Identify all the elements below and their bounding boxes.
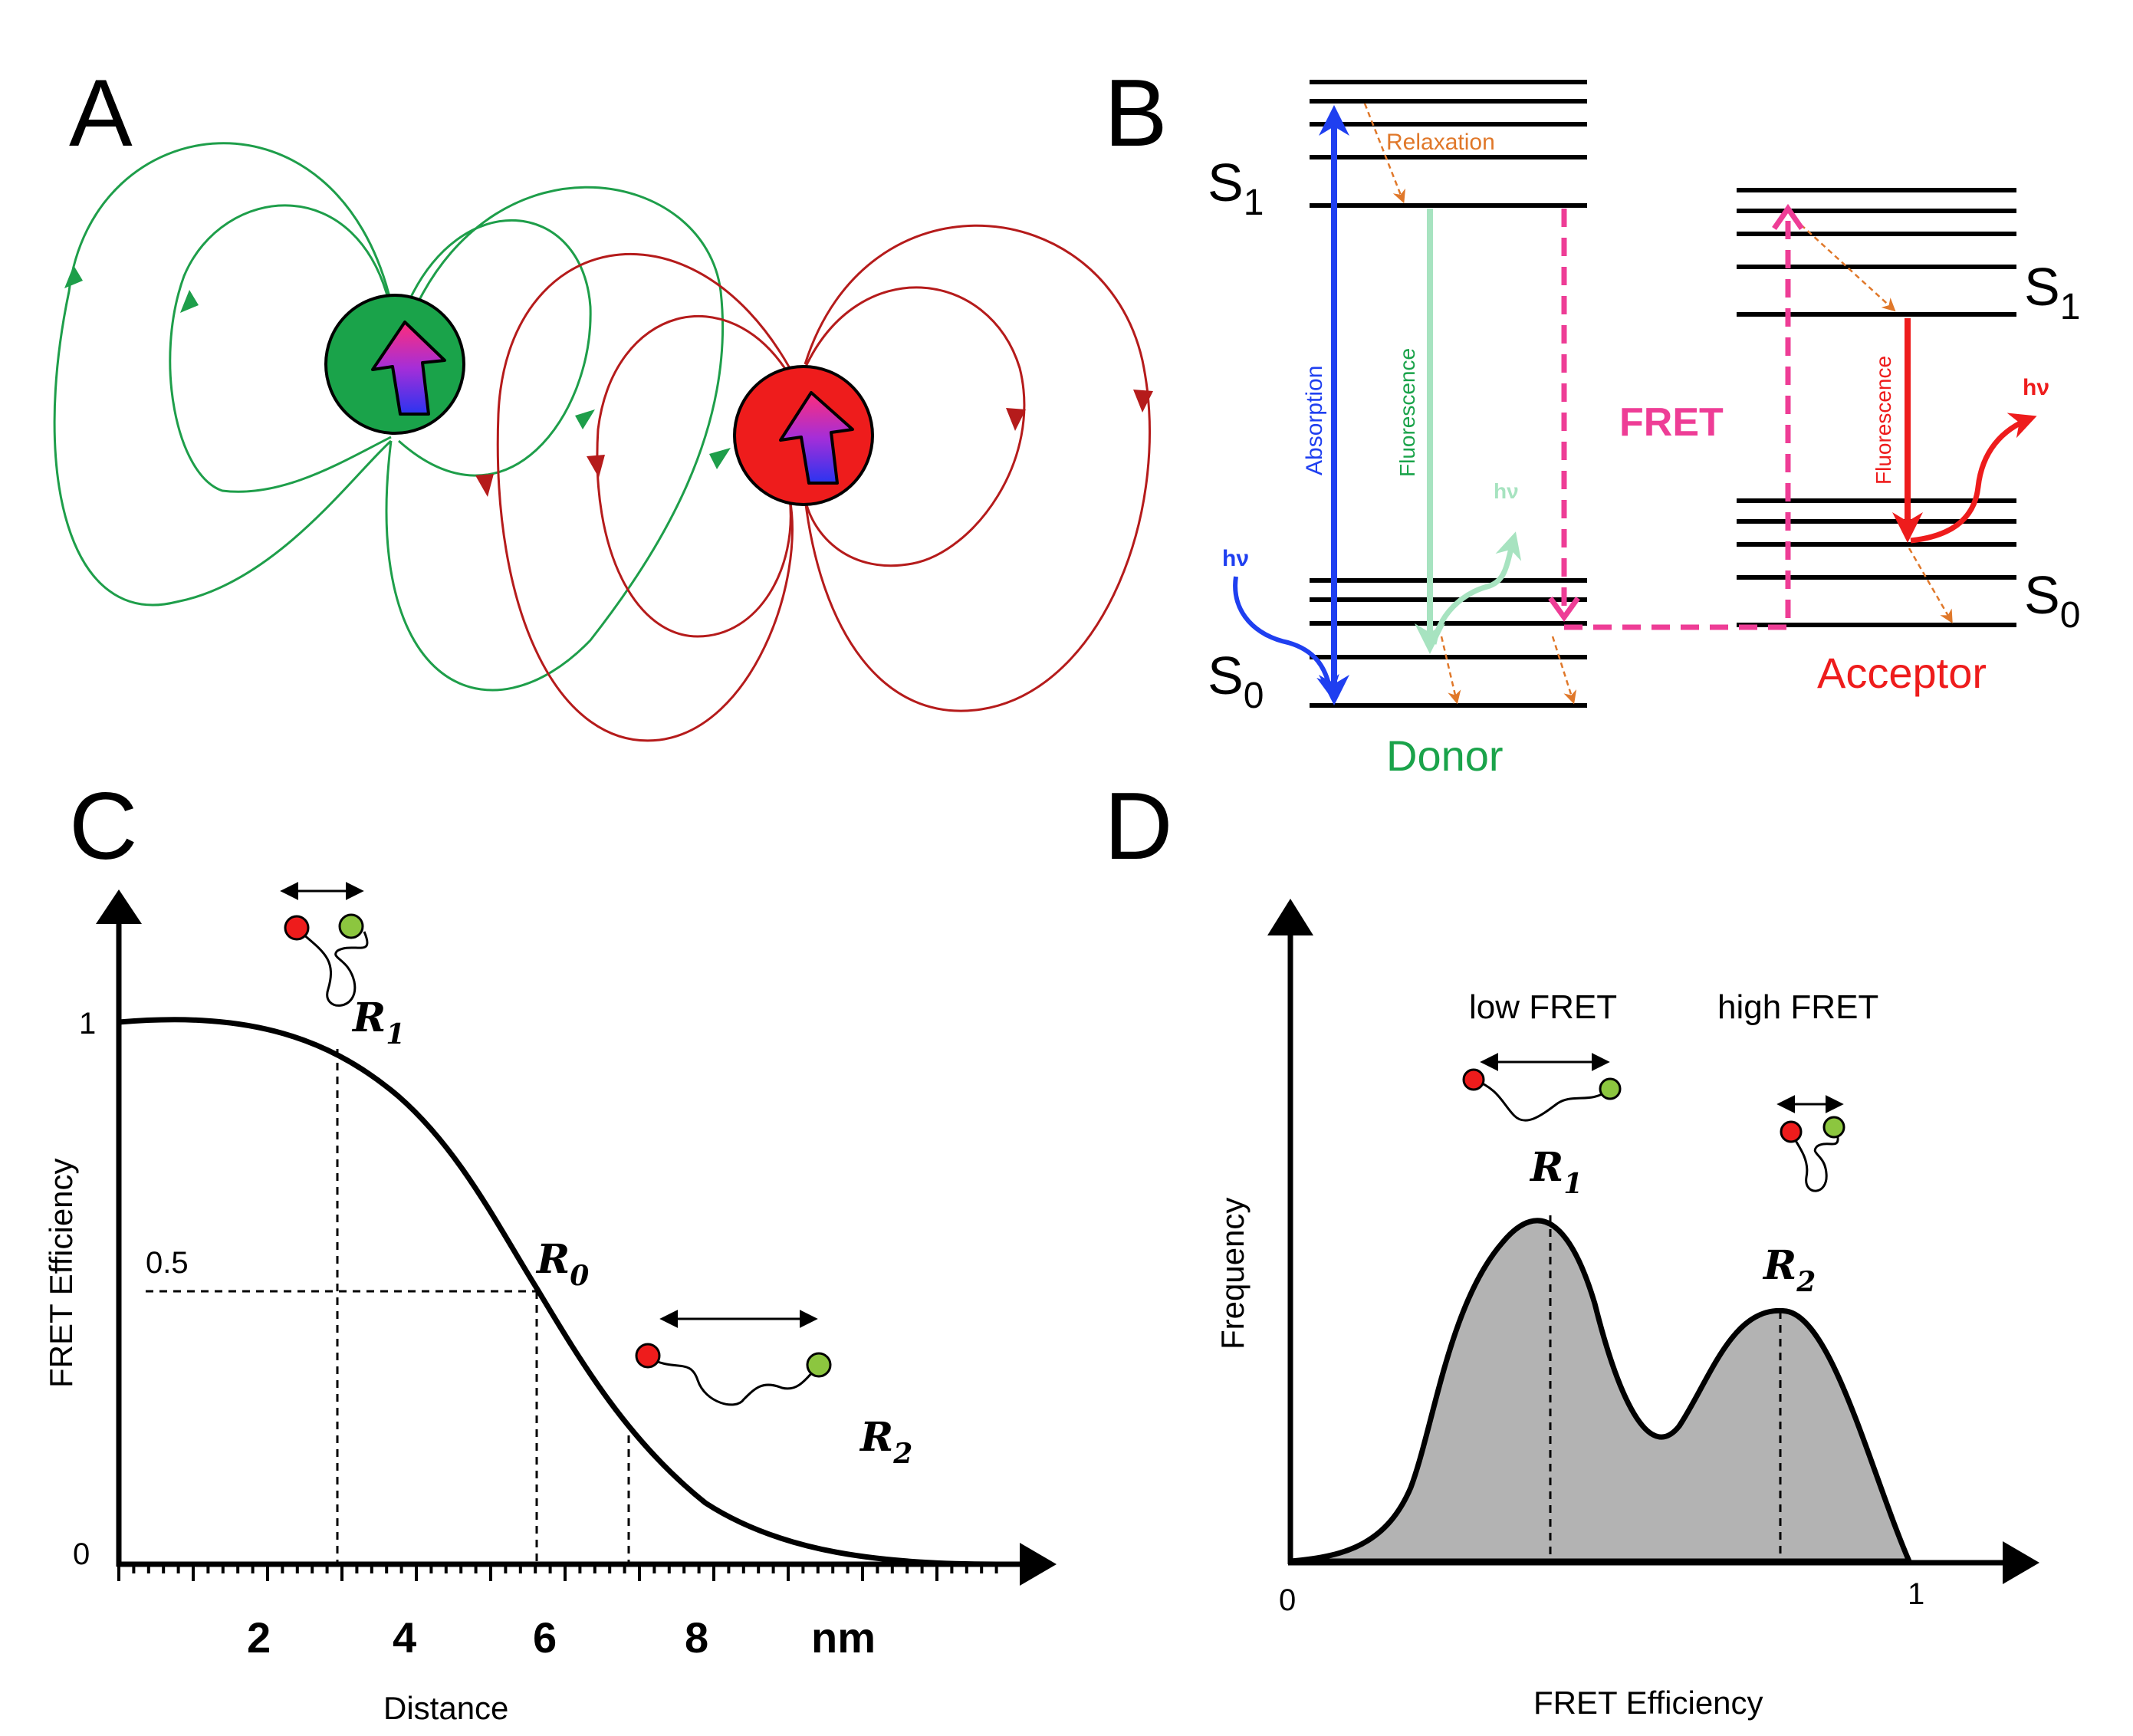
panel-c: C 1 0 0.5 2 4 6 8 nm Distance FRET Effic… [43,774,1057,1726]
acceptor-field-lines [496,224,1151,742]
c-r2-label: R2 [859,1414,912,1470]
donor-s1-label: S1 [1208,153,1264,223]
d-x-axis-label: FRET Efficiency [1533,1685,1763,1721]
d-histogram-area [1287,1218,1912,1564]
acceptor-energy-levels [1737,188,2016,627]
donor-photon-arrow [1431,531,1522,645]
acceptor-dipole-arrow-icon [779,391,854,485]
c-x-tick-6: 6 [533,1613,557,1662]
fret-label: FRET [1619,400,1724,445]
donor-energy-levels [1310,80,1587,708]
acceptor-s1-label: S1 [2024,257,2080,327]
d-peak-lines [1549,1215,1782,1561]
panel-a-letter: A [69,61,133,166]
c-y-tick-0: 0 [73,1537,90,1571]
acceptor-photon-arrow [1910,413,2037,544]
acceptor-s0-label: S0 [2024,565,2080,636]
absorption-label: Absorption [1302,366,1327,475]
d-low-fret-label: low FRET [1469,988,1617,1026]
c-x-axis-arrow-icon [1020,1543,1057,1586]
c-far-pair-icon [635,1310,832,1406]
panel-d: D 0 1 FRET Efficiency Frequency low FRET… [1104,774,2039,1721]
d-x-tick-0: 0 [1279,1583,1296,1617]
c-y-axis-label: FRET Efficiency [43,1158,79,1388]
panel-b-letter: B [1104,61,1168,166]
d-r1-label: R1 [1529,1144,1582,1200]
acceptor-dipole [733,365,874,506]
c-r0-label: R0 [535,1236,589,1292]
c-x-tick-nm: nm [811,1613,876,1662]
d-high-fret-label: high FRET [1717,988,1878,1026]
c-guide-lines [146,1049,630,1564]
d-y-axis-label: Frequency [1214,1198,1251,1350]
d-close-pair-icon [1776,1095,1845,1192]
d-far-pair-icon [1462,1053,1622,1122]
donor-label: Donor [1386,732,1504,780]
acceptor-label: Acceptor [1817,649,1987,697]
incoming-photon-arrow [1233,576,1339,699]
panel-b: B S1 S0 S1 [1104,61,2080,780]
relaxation-label: Relaxation [1386,130,1495,155]
c-y-tick-1: 1 [79,1007,96,1041]
panel-d-letter: D [1104,774,1173,880]
donor-dipole-arrow-icon [371,321,446,416]
hv-acceptor-label: hν [2023,375,2049,400]
fret-arrowhead-up-icon [1772,203,1804,230]
hv-donor-label: hν [1494,479,1519,503]
panel-a: A [53,61,1153,742]
c-x-axis-label: Distance [383,1690,508,1726]
c-close-pair-icon [280,882,369,1007]
donor-s0-label: S0 [1208,646,1264,716]
c-efficiency-curve [118,1017,997,1567]
donor-fluorescence-label: Fluorescence [1395,348,1419,477]
donor-field-arrows [64,265,731,469]
c-y-tick-half: 0.5 [146,1246,189,1280]
donor-dipole [324,294,465,435]
acceptor-fluorescence-label: Fluorescence [1872,356,1895,485]
fret-transfer-arrow [1561,209,1791,630]
acceptor-field-arrows [475,390,1153,497]
d-x-axis-arrow-icon [2003,1541,2039,1584]
c-x-tick-labels: 2 4 6 8 nm [247,1613,876,1662]
donor-field-lines [53,142,725,692]
d-y-axis-arrow-icon [1267,899,1313,935]
c-x-tick-4: 4 [393,1613,416,1662]
d-r2-label: R2 [1762,1242,1816,1298]
d-x-tick-1: 1 [1908,1577,1924,1611]
hv-in-label: hν [1222,546,1249,571]
fret-arrowhead-down-icon [1548,596,1580,622]
c-x-tick-2: 2 [247,1613,271,1662]
c-r1-label: R1 [351,995,405,1050]
c-x-tick-8: 8 [685,1613,708,1662]
c-y-axis-arrow-icon [96,889,142,924]
panel-c-letter: C [69,774,138,880]
